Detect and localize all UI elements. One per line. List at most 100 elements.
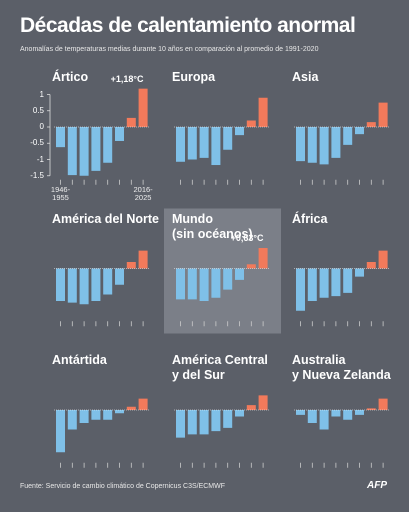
bar — [91, 410, 101, 420]
panel-title: América Central — [172, 353, 268, 367]
bar — [187, 410, 197, 435]
bar — [235, 410, 244, 417]
source: Fuente: Servicio de cambio climático de … — [20, 483, 226, 490]
bar — [235, 268, 244, 280]
bar — [223, 268, 233, 290]
bar — [319, 127, 329, 165]
panel-title: Ártico — [52, 70, 89, 84]
bar — [103, 410, 113, 420]
panel-title: y del Sur — [172, 368, 225, 382]
panel-title: Antártida — [52, 353, 107, 367]
bar — [115, 268, 124, 285]
bar — [199, 410, 209, 435]
bar — [307, 127, 317, 163]
bar — [258, 395, 268, 410]
y-tick-label: 1 — [39, 89, 44, 99]
bar — [223, 410, 233, 428]
bar — [246, 120, 256, 127]
bar — [211, 268, 221, 298]
bar — [79, 410, 89, 423]
bar — [378, 102, 388, 127]
bar — [187, 268, 197, 300]
bar — [67, 268, 77, 303]
bar — [378, 398, 388, 410]
x-tick-label: 1946-1955 — [50, 184, 71, 203]
bar — [91, 127, 101, 171]
bar — [176, 127, 185, 162]
bar — [331, 410, 341, 417]
bar — [331, 127, 341, 158]
title: Décadas de calentamiento anormal — [20, 14, 356, 37]
bar — [223, 127, 233, 150]
bar — [115, 127, 124, 141]
bar — [258, 97, 268, 127]
bar — [79, 268, 89, 305]
bar — [56, 127, 65, 148]
panel-title: América del Norte — [52, 211, 159, 226]
bar — [378, 250, 388, 269]
logo: AFP — [367, 480, 387, 491]
bar — [331, 268, 341, 297]
bar — [138, 88, 148, 127]
y-tick-label: -1.5 — [30, 170, 44, 180]
bar — [296, 268, 305, 311]
bar — [103, 268, 113, 295]
y-tick-label: 0 — [39, 122, 44, 131]
panel-title: África — [292, 211, 328, 226]
panel-title: Europa — [172, 70, 216, 84]
bar — [103, 127, 113, 163]
bar — [67, 127, 77, 176]
y-tick-label: -1 — [36, 154, 44, 164]
bar — [176, 410, 185, 438]
bar — [366, 262, 376, 269]
bar — [343, 268, 353, 293]
y-tick-label: 0.5 — [32, 105, 44, 115]
bar — [355, 127, 364, 135]
bar — [296, 127, 305, 162]
bar — [319, 410, 329, 430]
bar — [138, 398, 148, 410]
panel-title: y Nueva Zelanda — [292, 368, 391, 382]
bar — [258, 248, 268, 269]
panel-title: Mundo — [172, 211, 213, 226]
bar — [307, 410, 317, 423]
bar — [79, 127, 89, 176]
bar — [366, 408, 376, 410]
bar — [115, 410, 124, 414]
subtitle: Anomalías de temperaturas medias durante… — [20, 46, 319, 53]
bar — [199, 268, 209, 301]
bar — [187, 127, 197, 160]
bar — [138, 250, 148, 269]
bar — [56, 410, 65, 453]
bar — [199, 127, 209, 158]
bar — [211, 127, 221, 166]
y-tick-label: -0.5 — [30, 138, 44, 148]
bar — [246, 264, 256, 269]
bar — [67, 410, 77, 430]
bar — [355, 410, 364, 415]
bar — [319, 268, 329, 298]
bar — [343, 127, 353, 145]
bar — [211, 410, 221, 432]
bar — [126, 262, 136, 269]
bar — [246, 405, 256, 410]
bar — [56, 268, 65, 301]
bar — [355, 268, 364, 277]
bar — [307, 268, 317, 301]
bar — [235, 127, 244, 136]
bar — [126, 117, 136, 127]
bar — [176, 268, 185, 300]
bar — [343, 410, 353, 420]
bar — [91, 268, 101, 301]
value-label: +0,63°C — [230, 233, 264, 244]
value-label: +1,18°C — [110, 73, 144, 84]
panel-title: Asia — [292, 70, 319, 84]
panel-title: (sin océanos) — [172, 226, 253, 241]
panel-title: Australia — [292, 353, 346, 367]
bar — [366, 122, 376, 127]
bar — [126, 406, 136, 410]
x-tick-label: 2016-2025 — [133, 184, 153, 203]
bar — [296, 410, 305, 415]
